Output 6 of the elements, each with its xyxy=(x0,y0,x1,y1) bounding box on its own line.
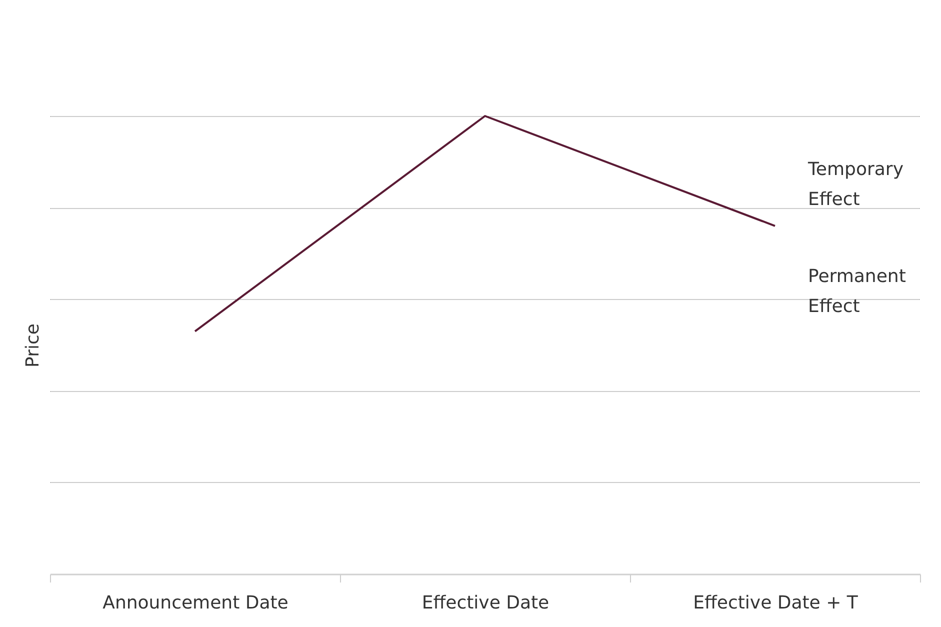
annotation: Temporary Effect xyxy=(807,159,904,210)
x-tick-label: Effective Date + T xyxy=(693,592,859,614)
x-tick-label: Announcement Date xyxy=(102,592,288,614)
y-axis-title: Price xyxy=(22,324,44,368)
x-tick-label: Effective Date xyxy=(422,592,550,614)
annotation: Permanent Effect xyxy=(808,266,906,317)
